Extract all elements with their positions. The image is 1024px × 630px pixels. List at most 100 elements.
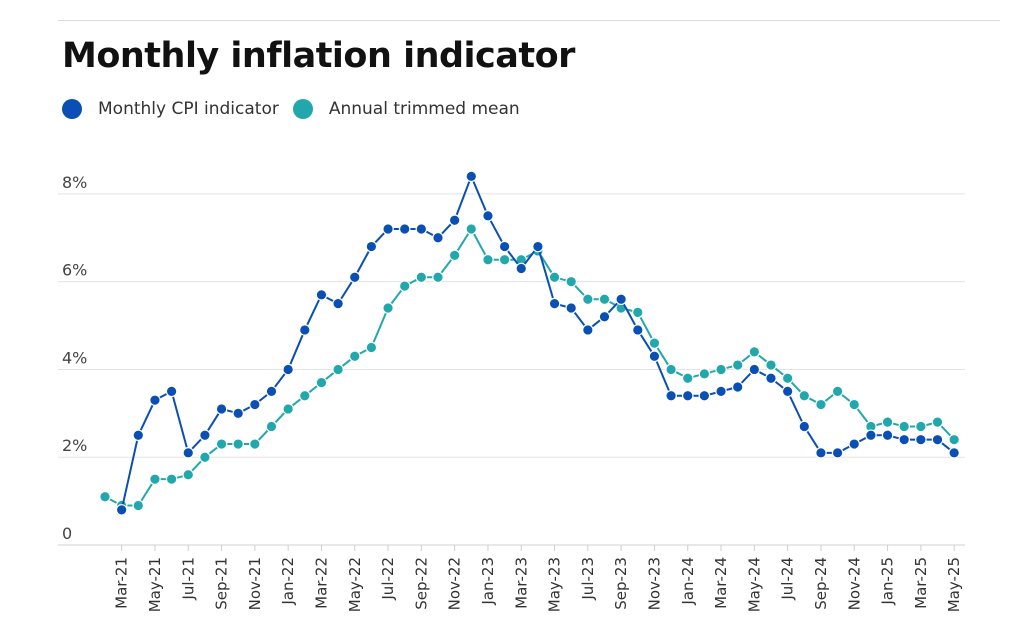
x-tick-label-Jan-22: Jan-22 [279,557,297,606]
x-tick-label-May-25: May-25 [945,557,963,612]
point-trimmed-mean-Oct-23 [631,306,644,319]
point-cpi-May-21 [149,394,161,406]
point-cpi-Dec-24 [865,429,877,442]
x-tick-label-Nov-24: Nov-24 [845,557,863,610]
point-cpi-Aug-24 [798,420,811,433]
point-trimmed-mean-Jan-24 [681,372,694,385]
point-trimmed-mean-Apr-22 [332,363,344,376]
x-tick-label-Jan-25: Jan-25 [879,557,897,606]
point-cpi-Oct-23 [631,324,644,336]
point-cpi-Jan-25 [881,429,894,442]
point-trimmed-mean-Jun-22 [365,341,378,354]
legend-item-cpi: Monthly CPI indicator [62,99,279,119]
point-trimmed-mean-May-25 [948,433,960,446]
point-trimmed-mean-Apr-24 [731,359,744,371]
point-trimmed-mean-Dec-23 [665,363,677,376]
legend-label-cpi: Monthly CPI indicator [98,99,279,119]
legend: Monthly CPI indicator Annual trimmed mea… [62,99,534,119]
legend-label-trimmed-mean: Annual trimmed mean [328,99,520,119]
point-trimmed-mean-Feb-25 [898,420,910,433]
x-tick-label-Sep-23: Sep-23 [612,557,630,610]
series-trimmed-mean [99,223,960,512]
x-tick-label-May-24: May-24 [745,557,763,612]
x-tick-label-Sep-21: Sep-21 [213,557,231,610]
point-trimmed-mean-Mar-25 [915,420,927,433]
point-cpi-May-22 [348,271,361,284]
point-cpi-Aug-21 [199,429,211,442]
point-trimmed-mean-Feb-21 [99,490,111,503]
point-trimmed-mean-Jul-24 [781,372,794,385]
point-trimmed-mean-Dec-21 [265,420,278,433]
grid [58,193,965,546]
point-trimmed-mean-Apr-21 [132,499,145,512]
point-cpi-Dec-21 [265,385,278,398]
point-trimmed-mean-Oct-21 [232,438,244,450]
point-cpi-Nov-22 [448,214,461,227]
point-trimmed-mean-Nov-22 [448,249,461,262]
point-cpi-Nov-21 [249,398,261,411]
y-tick-label-6: 6% [62,261,87,280]
point-trimmed-mean-Aug-24 [798,389,811,402]
point-trimmed-mean-Oct-22 [432,271,444,284]
series-cpi [115,170,960,516]
point-cpi-Dec-22 [465,170,478,183]
x-tick-label-Jul-24: Jul-24 [779,557,797,601]
point-cpi-Sep-24 [815,447,827,459]
point-cpi-Apr-25 [931,433,944,446]
point-trimmed-mean-Nov-21 [249,438,261,450]
x-tick-label-Sep-22: Sep-22 [412,557,430,610]
point-cpi-Jul-23 [582,324,594,336]
x-axis: Mar-21 May-21 Jul-21 Sep-21 Nov-21 Jan-22 Mar-… [113,545,963,612]
legend-item-trimmed-mean: Annual trimmed mean [292,99,520,119]
point-trimmed-mean-Sep-21 [215,438,228,450]
y-tick-label-8: 8% [62,173,87,192]
point-cpi-Jun-23 [565,302,577,314]
x-tick-label-Mar-21: Mar-21 [113,557,131,609]
point-trimmed-mean-Jun-21 [165,473,178,485]
point-cpi-Jun-22 [365,240,378,253]
point-cpi-Apr-22 [332,297,344,310]
point-cpi-Mar-21 [115,504,128,516]
legend-swatch-cpi [62,99,82,119]
y-tick-label-4: 4% [62,348,87,367]
point-cpi-Jul-21 [182,447,195,459]
point-trimmed-mean-Aug-22 [398,280,411,292]
point-cpi-Dec-23 [665,389,677,402]
x-tick-label-Mar-23: Mar-23 [512,557,530,609]
point-trimmed-mean-Jan-22 [282,403,294,415]
point-cpi-Jan-22 [282,363,294,376]
point-cpi-Sep-22 [415,223,428,235]
point-cpi-Jan-23 [482,210,494,222]
point-trimmed-mean-May-21 [149,473,161,485]
point-cpi-Jun-21 [165,385,178,398]
x-tick-label-May-21: May-21 [146,557,164,612]
point-cpi-Nov-24 [848,438,861,450]
point-cpi-Oct-21 [232,407,244,420]
point-cpi-Oct-24 [831,447,844,459]
point-trimmed-mean-Apr-25 [931,416,944,428]
point-cpi-Mar-23 [515,262,528,275]
series-layer [99,170,960,516]
x-tick-label-May-23: May-23 [546,557,564,612]
point-trimmed-mean-Feb-23 [498,253,511,266]
x-tick-label-Jan-24: Jan-24 [679,557,697,606]
x-tick-label-Mar-24: Mar-24 [712,557,730,609]
x-tick-label-Nov-21: Nov-21 [246,557,264,610]
y-tick-label-2: 2% [62,436,87,455]
point-trimmed-mean-Feb-24 [698,368,711,380]
point-cpi-Feb-25 [898,433,910,446]
point-trimmed-mean-Mar-24 [715,363,727,376]
point-cpi-Nov-23 [648,350,661,363]
point-cpi-Jul-22 [382,223,394,235]
point-trimmed-mean-Sep-22 [415,271,428,284]
point-cpi-Feb-24 [698,389,711,402]
y-axis: 0 2% 4% 6% 8% [62,173,87,543]
point-trimmed-mean-May-22 [348,350,361,363]
point-cpi-Sep-21 [215,403,228,415]
point-trimmed-mean-Jun-24 [765,359,777,371]
point-cpi-Mar-22 [315,289,328,301]
point-cpi-Aug-23 [598,310,611,323]
point-trimmed-mean-Jan-25 [881,416,894,428]
x-tick-label-Jul-21: Jul-21 [179,557,197,601]
